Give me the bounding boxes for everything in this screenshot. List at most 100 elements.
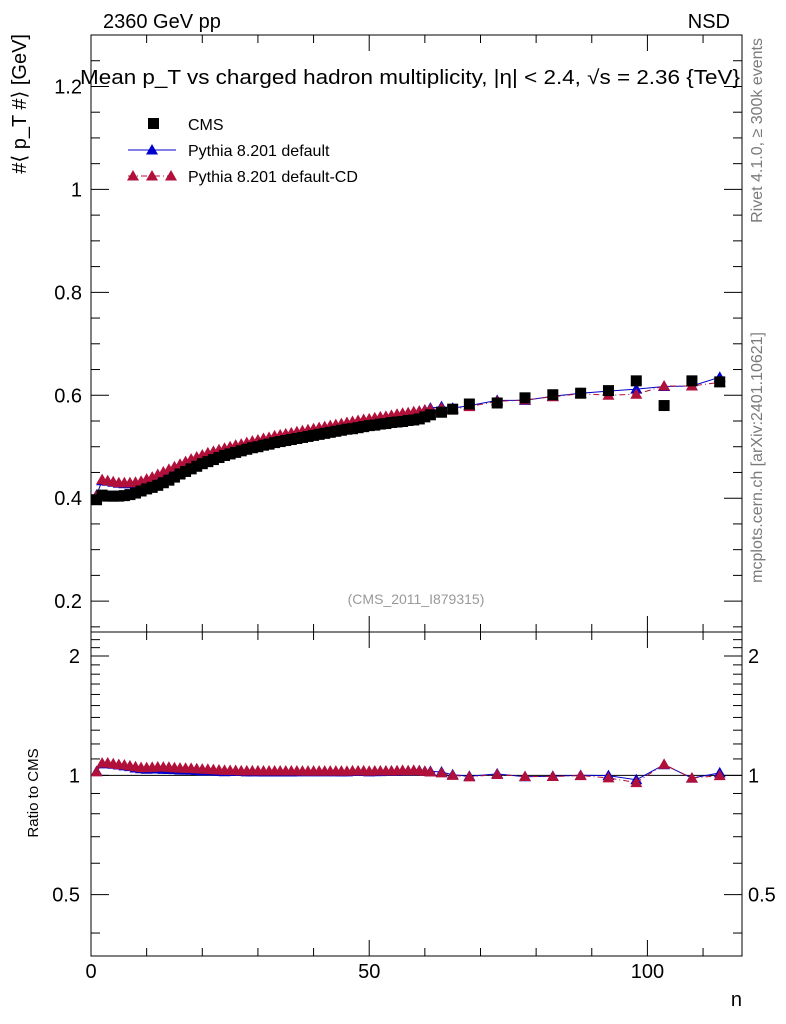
y-tick-label: 0.8	[54, 282, 82, 304]
ratio-series-point	[491, 768, 504, 779]
y-tick-label: 0.2	[54, 591, 82, 613]
cms-data-point	[419, 411, 431, 423]
cms-data-point	[146, 481, 158, 493]
cms-data-point	[107, 490, 119, 502]
ratio-series-point	[713, 769, 726, 781]
cms-data-point	[219, 449, 231, 461]
cms-data-point	[118, 490, 130, 502]
cms-data-point	[402, 414, 414, 426]
ratio-plot-series	[91, 757, 726, 788]
cms-data-point	[157, 477, 169, 489]
main-plot-series	[91, 371, 726, 506]
legend-entry-cms: CMS	[148, 117, 224, 134]
ratio-series-point	[602, 771, 615, 783]
cms-data-point	[714, 376, 726, 388]
cms-data-point	[152, 479, 164, 491]
cms-data-point	[385, 417, 397, 429]
cms-data-point	[196, 458, 208, 470]
cms-data-point	[224, 448, 236, 460]
cms-data-point	[102, 490, 114, 502]
cms-data-point	[463, 398, 475, 410]
series-point	[658, 379, 671, 391]
legend-label-cms: CMS	[188, 117, 224, 134]
ratio-series-point	[435, 766, 448, 778]
ratio-series-point	[685, 772, 698, 783]
cms-data-point	[363, 420, 375, 432]
chart-title: Mean p_T vs charged hadron multiplicity,…	[80, 67, 740, 89]
cms-data-point	[202, 456, 214, 468]
cms-data-point	[180, 465, 192, 477]
cms-data-point	[163, 474, 175, 486]
cms-data-point	[302, 430, 314, 442]
y-axis-label: #⟨ p_T #⟩ [GeV]	[9, 34, 31, 174]
tick-labels: 0 50 100 0.2 0.4 0.6 0.8 1 1.2 0.5 0.5 1 1 2 2	[52, 76, 776, 983]
cms-data-point	[246, 442, 258, 454]
ratio-plot-frame	[90, 631, 743, 957]
legend-entry-pythia-default-cd: Pythia 8.201 default-CD	[127, 169, 358, 186]
cms-data-point	[424, 409, 436, 421]
cms-data-point	[285, 434, 297, 446]
ratio-series-point	[446, 769, 459, 780]
cms-data-point	[296, 431, 308, 443]
ratio-series-point	[463, 770, 476, 782]
mcplots-label: mcplots.cern.ch [arXiv:2401.10621]	[749, 332, 766, 583]
x-tick-label: 0	[85, 961, 96, 983]
cms-data-point	[408, 414, 420, 426]
cms-data-point	[319, 427, 331, 439]
cms-data-point	[174, 468, 186, 480]
legend: CMS Pythia 8.201 default Pythia 8.201 de…	[127, 117, 358, 186]
ratio-series-point	[519, 770, 531, 781]
cms-data-point	[352, 422, 364, 434]
cms-data-point	[347, 423, 359, 435]
x-tick-label: 100	[631, 961, 664, 983]
legend-marker-pythia-default-cd-c	[165, 170, 177, 181]
ratio-tick-label-right: 0.5	[748, 885, 776, 907]
cms-data-point	[230, 446, 242, 458]
legend-marker-pythia-default	[146, 144, 158, 155]
cms-data-point	[324, 426, 336, 438]
y-tick-label: 0.6	[54, 385, 82, 407]
ratio-tick-label-left: 1	[69, 765, 80, 787]
cms-data-point	[313, 428, 325, 440]
cms-data-point	[185, 463, 197, 475]
cms-data-point	[658, 400, 670, 412]
cms-data-point	[413, 413, 425, 425]
series-line	[96, 376, 720, 496]
cms-data-point	[575, 387, 587, 399]
ratio-tick-label-right: 1	[748, 765, 759, 787]
cms-data-point	[291, 432, 303, 444]
ratio-tick-label-right: 2	[748, 646, 759, 668]
cms-data-point	[358, 421, 370, 433]
legend-entry-pythia-default: Pythia 8.201 default	[128, 143, 330, 160]
cms-data-point	[447, 403, 459, 415]
cms-data-point	[374, 418, 386, 430]
cms-data-point	[124, 489, 136, 501]
ratio-series-point	[546, 770, 559, 781]
x-axis-label: n	[731, 989, 742, 1011]
cms-data-point	[391, 416, 403, 428]
y-tick-label: 1.2	[54, 76, 82, 98]
cms-data-point	[130, 487, 142, 499]
ratio-series-point	[424, 765, 437, 777]
cms-data-point	[213, 452, 225, 464]
cms-data-point	[207, 454, 219, 466]
cms-data-point	[436, 406, 448, 418]
cms-data-point	[547, 389, 559, 401]
series-point	[630, 388, 643, 399]
cms-data-point	[519, 392, 531, 404]
cms-data-point	[91, 494, 103, 506]
ratio-series-point	[91, 765, 103, 777]
legend-marker-pythia-default-cd-b	[146, 170, 158, 181]
cms-data-point	[235, 445, 247, 457]
cms-data-point	[686, 375, 698, 387]
legend-label-pythia-default: Pythia 8.201 default	[188, 143, 330, 160]
cms-data-point	[257, 439, 269, 451]
legend-marker-cms	[148, 118, 159, 129]
ratio-tick-label-left: 2	[69, 646, 80, 668]
ratio-series-point	[574, 769, 587, 781]
rivet-version-label: Rivet 4.1.0, ≥ 300k events	[749, 38, 766, 223]
legend-label-pythia-default-cd: Pythia 8.201 default-CD	[188, 169, 358, 186]
cms-data-point	[96, 489, 108, 501]
cms-data-point	[308, 429, 320, 441]
